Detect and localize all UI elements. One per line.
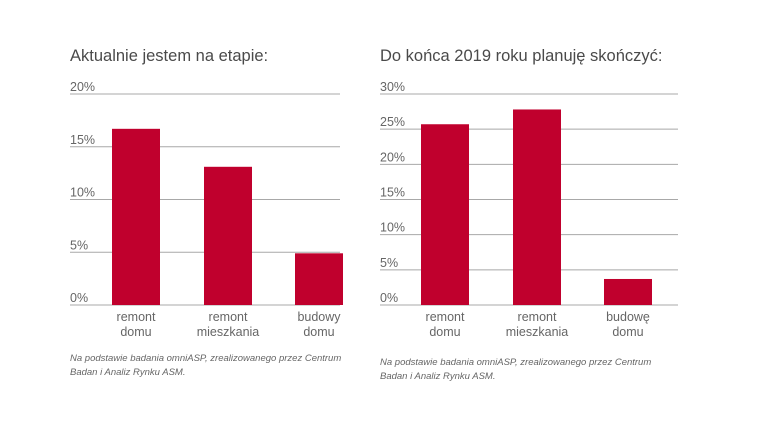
category-label: remont mieszkania [506,310,569,339]
y-tick-label: 10% [380,221,405,235]
chart-panel-right: Do końca 2019 roku planuję skończyć: 0% 5… [380,0,710,433]
chart-title: Do końca 2019 roku planuję skończyć: [380,47,663,65]
bar [421,124,469,305]
y-tick-label: 10% [70,186,95,200]
chart-title: Aktualnie jestem na etapie: [70,47,269,65]
category-label: remont domu [117,310,156,339]
y-tick-label: 25% [380,115,405,129]
y-tick-label: 15% [380,186,405,200]
y-tick-label: 0% [70,291,88,305]
source-note: Na podstawie badania omniASP, zrealizowa… [380,357,652,382]
y-tick-label: 5% [380,256,398,270]
y-tick-label: 30% [380,80,405,94]
y-tick-label: 15% [70,133,95,147]
bar [112,128,160,305]
bar [513,109,561,306]
bar [204,166,252,305]
bar-chart: 0% 5% 10% 15% 20% 25% 30% remont domu remont miesz… [380,80,678,339]
y-tick-label: 5% [70,238,88,252]
category-label: remont mieszkania [197,310,260,339]
y-tick-label: 20% [380,150,405,164]
category-label: budowę domu [606,310,650,339]
bar [604,278,652,305]
bar [295,253,343,305]
category-label: remont domu [426,310,465,339]
chart-panel-left: Aktualnie jestem na etapie: 0% 5% 10% 15% 20… [70,0,400,433]
source-note: Na podstawie badania omniASP, zrealizowa… [70,353,342,378]
category-label: budowy domu [297,310,341,339]
y-tick-label: 0% [380,291,398,305]
y-tick-label: 20% [70,80,95,94]
bar-chart: 0% 5% 10% 15% 20% remont domu remont mieszkania b… [70,80,343,339]
